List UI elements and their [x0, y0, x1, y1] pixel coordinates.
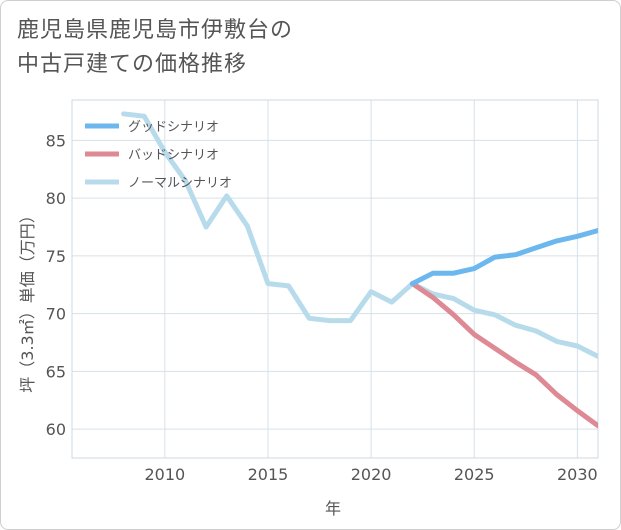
y-tick-label-75: 75 [46, 247, 66, 266]
series-clip [121, 111, 598, 429]
normal-scenario-line [121, 111, 598, 359]
tick-labels: 2010 2015 2020 2025 2030 60 65 70 75 80 85 [46, 131, 598, 484]
x-axis-title: 年 [325, 499, 341, 518]
y-tick-label-85: 85 [46, 131, 66, 150]
series-group [121, 111, 598, 429]
x-tick-label-2010: 2010 [144, 465, 185, 484]
normal-scenario-legend-label: ノーマルシナリオ [128, 176, 232, 191]
y-tick-label-80: 80 [46, 189, 66, 208]
x-tick-label-2020: 2020 [351, 465, 392, 484]
chart-title-line-1: 鹿児島県鹿児島市伊敷台の [17, 18, 294, 43]
x-tick-label-2030: 2030 [557, 465, 598, 484]
chart-title: 鹿児島県鹿児島市伊敷台の 中古戸建ての価格推移 [17, 14, 293, 82]
bad-scenario-legend-label: バッドシナリオ [128, 148, 219, 163]
y-axis-title: 坪（3.3㎡）単価（万円） [18, 207, 37, 392]
y-tick-label-60: 60 [46, 420, 66, 439]
y-tick-label-65: 65 [46, 362, 66, 381]
y-tick-label-70: 70 [46, 305, 66, 324]
bad-scenario-line [409, 281, 598, 429]
grid [72, 100, 598, 458]
plot-area-border [71, 99, 599, 459]
x-tick-label-2015: 2015 [248, 465, 289, 484]
good-scenario-legend-label: グッドシナリオ [128, 120, 219, 135]
chart-title-line-2: 中古戸建ての価格推移 [17, 52, 248, 77]
good-scenario-line [409, 228, 598, 287]
x-tick-label-2025: 2025 [454, 465, 495, 484]
